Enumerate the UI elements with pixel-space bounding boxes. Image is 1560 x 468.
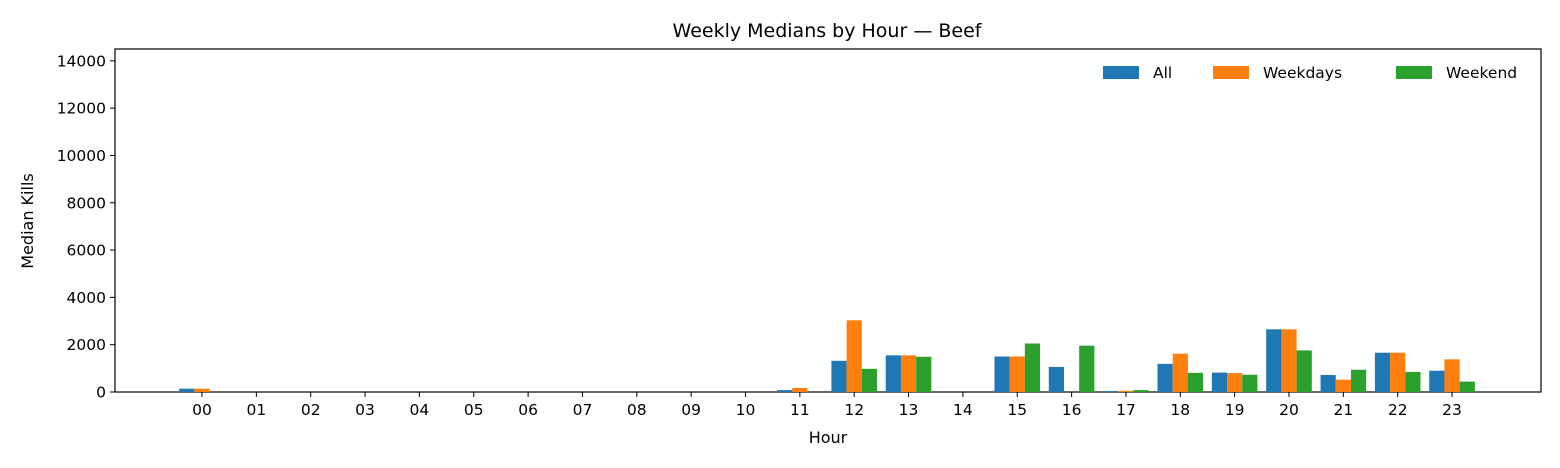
x-tick-label: 16 <box>1062 401 1082 419</box>
bar-all-21 <box>1320 374 1336 392</box>
bar-weekend-13 <box>916 356 932 392</box>
bar-all-17 <box>1103 391 1119 392</box>
y-axis: 0 2000 4000 6000 8000 10000 12000 14000 <box>57 52 115 402</box>
x-tick-label: 10 <box>736 401 756 419</box>
bar-weekdays-23 <box>1444 359 1460 392</box>
x-tick-label: 21 <box>1333 401 1353 419</box>
legend-label-all: All <box>1153 64 1172 82</box>
y-tick-label: 0 <box>96 384 106 402</box>
legend-swatch-all <box>1103 66 1139 79</box>
y-tick-label: 2000 <box>67 336 106 354</box>
bar-weekend-21 <box>1350 369 1367 392</box>
bar-weekdays-18 <box>1172 353 1188 392</box>
bar-all-18 <box>1157 363 1173 392</box>
bar-weekdays-13 <box>900 355 917 392</box>
x-tick-label: 22 <box>1388 401 1408 419</box>
bars-group <box>179 320 1475 392</box>
bar-weekend-19 <box>1242 374 1258 392</box>
x-tick-label: 18 <box>1170 401 1190 419</box>
x-tick-label: 01 <box>246 401 266 419</box>
chart-title: Weekly Medians by Hour — Beef <box>673 20 983 42</box>
bar-weekend-16 <box>1079 345 1095 392</box>
legend-swatch-weekend <box>1396 66 1432 79</box>
x-tick-label: 07 <box>573 401 593 419</box>
legend: All Weekdays Weekend <box>1103 64 1517 82</box>
bar-weekend-17 <box>1133 390 1149 392</box>
y-tick-label: 14000 <box>57 52 106 70</box>
bar-all-16 <box>1048 366 1064 392</box>
bar-weekdays-12 <box>846 320 862 392</box>
x-axis: 00 01 02 03 04 05 06 07 08 09 10 11 12 13 14 15 16 17 18 19… <box>192 392 1462 419</box>
bar-weekdays-19 <box>1227 373 1243 392</box>
bar-weekdays-11 <box>792 387 808 392</box>
x-tick-label: 02 <box>301 401 321 419</box>
legend-swatch-weekdays <box>1213 66 1249 79</box>
bar-all-11 <box>777 390 793 392</box>
bar-all-23 <box>1429 370 1445 392</box>
bar-weekdays-15 <box>1009 356 1025 392</box>
y-tick-label: 12000 <box>57 100 106 118</box>
x-tick-label: 03 <box>355 401 375 419</box>
bar-all-00 <box>179 388 195 392</box>
x-tick-label: 11 <box>790 401 810 419</box>
legend-label-weekend: Weekend <box>1446 64 1517 82</box>
legend-label-weekdays: Weekdays <box>1263 64 1342 82</box>
x-tick-label: 04 <box>410 401 430 419</box>
x-tick-label: 05 <box>464 401 484 419</box>
x-tick-label: 13 <box>899 401 919 419</box>
bar-all-20 <box>1266 329 1282 392</box>
y-tick-label: 10000 <box>57 147 106 165</box>
bar-weekend-22 <box>1405 371 1421 392</box>
x-tick-label: 19 <box>1225 401 1245 419</box>
bar-all-19 <box>1211 372 1228 392</box>
bar-all-12 <box>831 360 847 392</box>
x-tick-label: 09 <box>681 401 701 419</box>
x-tick-label: 08 <box>627 401 647 419</box>
bar-weekend-18 <box>1187 372 1204 392</box>
x-tick-label: 23 <box>1442 401 1462 419</box>
x-tick-label: 14 <box>953 401 973 419</box>
bar-weekend-20 <box>1296 350 1312 392</box>
bar-all-13 <box>885 355 901 392</box>
x-tick-label: 17 <box>1116 401 1136 419</box>
y-axis-label: Median Kills <box>18 173 37 268</box>
x-tick-label: 12 <box>844 401 864 419</box>
bar-weekend-12 <box>861 368 877 392</box>
x-tick-label: 15 <box>1007 401 1027 419</box>
bar-weekdays-21 <box>1335 379 1351 392</box>
bar-weekdays-22 <box>1390 352 1406 392</box>
x-tick-label: 00 <box>192 401 212 419</box>
x-tick-label: 20 <box>1279 401 1299 419</box>
x-axis-label: Hour <box>809 428 848 447</box>
bar-weekdays-20 <box>1281 329 1297 392</box>
bar-weekdays-17 <box>1118 390 1134 392</box>
y-tick-label: 4000 <box>67 289 106 307</box>
bar-weekend-15 <box>1024 343 1041 392</box>
bar-all-15 <box>994 356 1010 392</box>
x-tick-label: 06 <box>518 401 538 419</box>
y-tick-label: 6000 <box>67 242 106 260</box>
plot-area-frame <box>114 48 1542 393</box>
bar-weekdays-00 <box>194 388 210 392</box>
bar-weekend-23 <box>1459 381 1475 392</box>
bar-all-22 <box>1374 352 1391 392</box>
y-tick-label: 8000 <box>67 194 106 212</box>
